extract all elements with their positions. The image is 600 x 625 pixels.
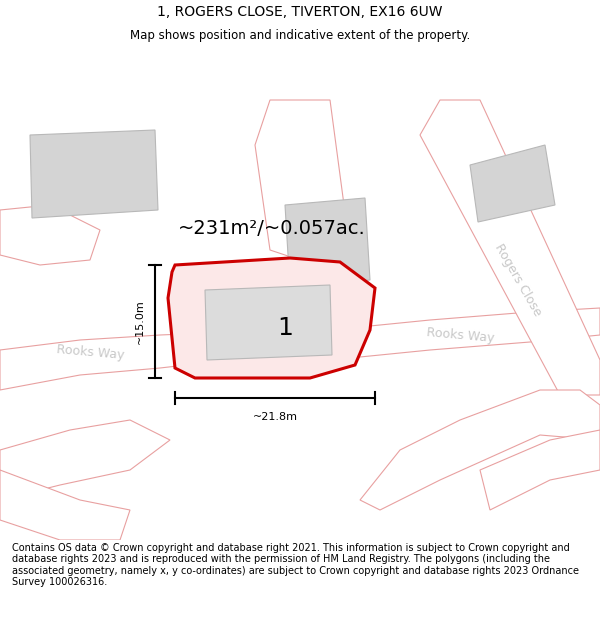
Polygon shape	[230, 308, 600, 360]
Text: Contains OS data © Crown copyright and database right 2021. This information is : Contains OS data © Crown copyright and d…	[12, 542, 579, 588]
Polygon shape	[205, 285, 332, 360]
Text: Rogers Close: Rogers Close	[492, 241, 544, 319]
Polygon shape	[285, 198, 370, 288]
Text: ~15.0m: ~15.0m	[135, 299, 145, 344]
Polygon shape	[0, 205, 100, 265]
Text: ~231m²/~0.057ac.: ~231m²/~0.057ac.	[178, 219, 366, 238]
Polygon shape	[480, 430, 600, 510]
Text: Rooks Way: Rooks Way	[56, 342, 124, 361]
Text: Map shows position and indicative extent of the property.: Map shows position and indicative extent…	[130, 29, 470, 42]
Polygon shape	[0, 470, 130, 540]
Text: 1: 1	[277, 316, 293, 340]
Polygon shape	[360, 390, 600, 510]
Polygon shape	[0, 420, 170, 500]
Text: ~21.8m: ~21.8m	[253, 412, 298, 422]
Polygon shape	[420, 100, 600, 395]
Polygon shape	[30, 130, 158, 218]
Polygon shape	[470, 145, 555, 222]
Polygon shape	[168, 258, 375, 378]
Text: 1, ROGERS CLOSE, TIVERTON, EX16 6UW: 1, ROGERS CLOSE, TIVERTON, EX16 6UW	[157, 6, 443, 19]
Polygon shape	[255, 100, 350, 265]
Text: Rooks Way: Rooks Way	[425, 326, 494, 344]
Polygon shape	[0, 332, 230, 390]
